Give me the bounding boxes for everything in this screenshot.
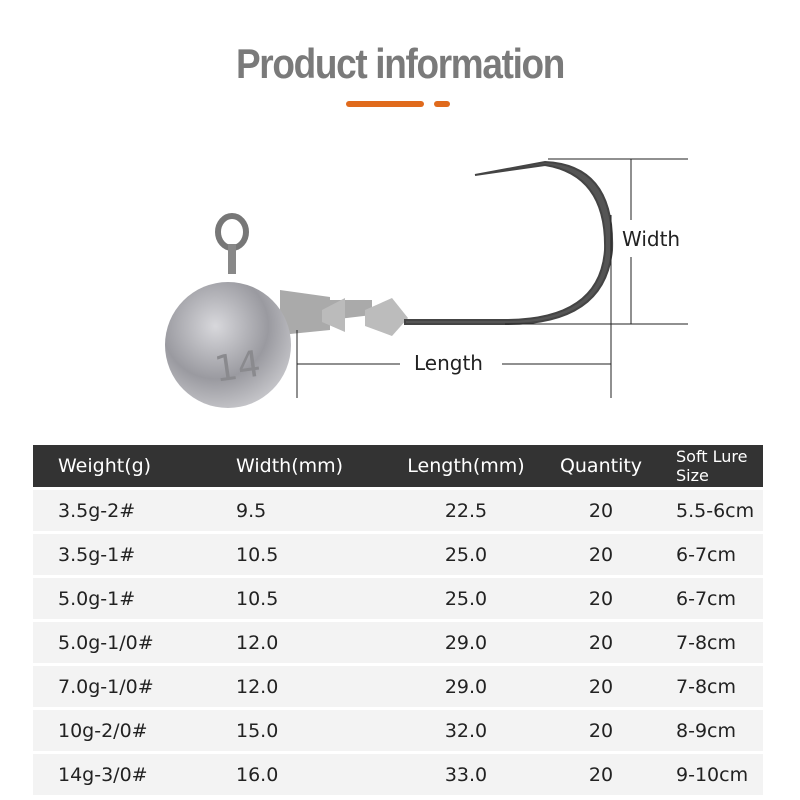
title-underline-dot (434, 101, 450, 107)
table-row: 5.0g-1/0# 12.0 29.0 20 7-8cm (33, 622, 763, 663)
width-label: Width (618, 227, 685, 251)
length-label: Length (410, 351, 487, 375)
cell-soft-lure-size: 7-8cm (656, 666, 763, 707)
header-width: Width(mm) (208, 445, 386, 487)
cell-soft-lure-size: 5.5-6cm (656, 490, 763, 531)
cell-soft-lure-size: 9-10cm (656, 754, 763, 795)
cell-length: 22.5 (386, 490, 546, 531)
cell-length: 25.0 (386, 534, 546, 575)
header-quantity: Quantity (546, 445, 656, 487)
header-weight: Weight(g) (33, 445, 208, 487)
page-title: Product information (235, 40, 565, 87)
cell-length: 25.0 (386, 578, 546, 619)
table-row: 3.5g-1# 10.5 25.0 20 6-7cm (33, 534, 763, 575)
cell-width: 15.0 (208, 710, 386, 751)
table-row: 10g-2/0# 15.0 32.0 20 8-9cm (33, 710, 763, 751)
cell-length: 32.0 (386, 710, 546, 751)
cell-length: 33.0 (386, 754, 546, 795)
cell-weight: 3.5g-2# (33, 490, 208, 531)
cell-quantity: 20 (546, 666, 656, 707)
cell-weight: 7.0g-1/0# (33, 666, 208, 707)
table-row: 7.0g-1/0# 12.0 29.0 20 7-8cm (33, 666, 763, 707)
dimension-lines (296, 158, 688, 398)
cell-soft-lure-size: 7-8cm (656, 622, 763, 663)
cell-soft-lure-size: 6-7cm (656, 578, 763, 619)
cell-weight: 10g-2/0# (33, 710, 208, 751)
cell-quantity: 20 (546, 490, 656, 531)
cell-weight: 5.0g-1# (33, 578, 208, 619)
cell-quantity: 20 (546, 710, 656, 751)
cell-quantity: 20 (546, 578, 656, 619)
cell-width: 16.0 (208, 754, 386, 795)
cell-width: 9.5 (208, 490, 386, 531)
cell-quantity: 20 (546, 754, 656, 795)
cell-weight: 3.5g-1# (33, 534, 208, 575)
table-row: 3.5g-2# 9.5 22.5 20 5.5-6cm (33, 490, 763, 531)
jig-hook-diagram: 14 (165, 158, 688, 408)
cell-width: 12.0 (208, 666, 386, 707)
cell-width: 10.5 (208, 534, 386, 575)
cell-length: 29.0 (386, 666, 546, 707)
cell-weight: 14g-3/0# (33, 754, 208, 795)
cell-width: 12.0 (208, 622, 386, 663)
header-soft-lure-size: Soft Lure Size (656, 445, 763, 487)
cell-soft-lure-size: 8-9cm (656, 710, 763, 751)
table-header-row: Weight(g) Width(mm) Length(mm) Quantity … (33, 445, 763, 487)
cell-width: 10.5 (208, 578, 386, 619)
spec-table: Weight(g) Width(mm) Length(mm) Quantity … (33, 442, 763, 798)
table-row: 14g-3/0# 16.0 33.0 20 9-10cm (33, 754, 763, 795)
cell-soft-lure-size: 6-7cm (656, 534, 763, 575)
cell-quantity: 20 (546, 534, 656, 575)
cell-quantity: 20 (546, 622, 656, 663)
title-underline (346, 101, 424, 107)
jig-head-image: 14 (165, 160, 614, 408)
table-row: 5.0g-1# 10.5 25.0 20 6-7cm (33, 578, 763, 619)
head-marking: 14 (212, 344, 263, 391)
header-length: Length(mm) (386, 445, 546, 487)
cell-weight: 5.0g-1/0# (33, 622, 208, 663)
cell-length: 29.0 (386, 622, 546, 663)
